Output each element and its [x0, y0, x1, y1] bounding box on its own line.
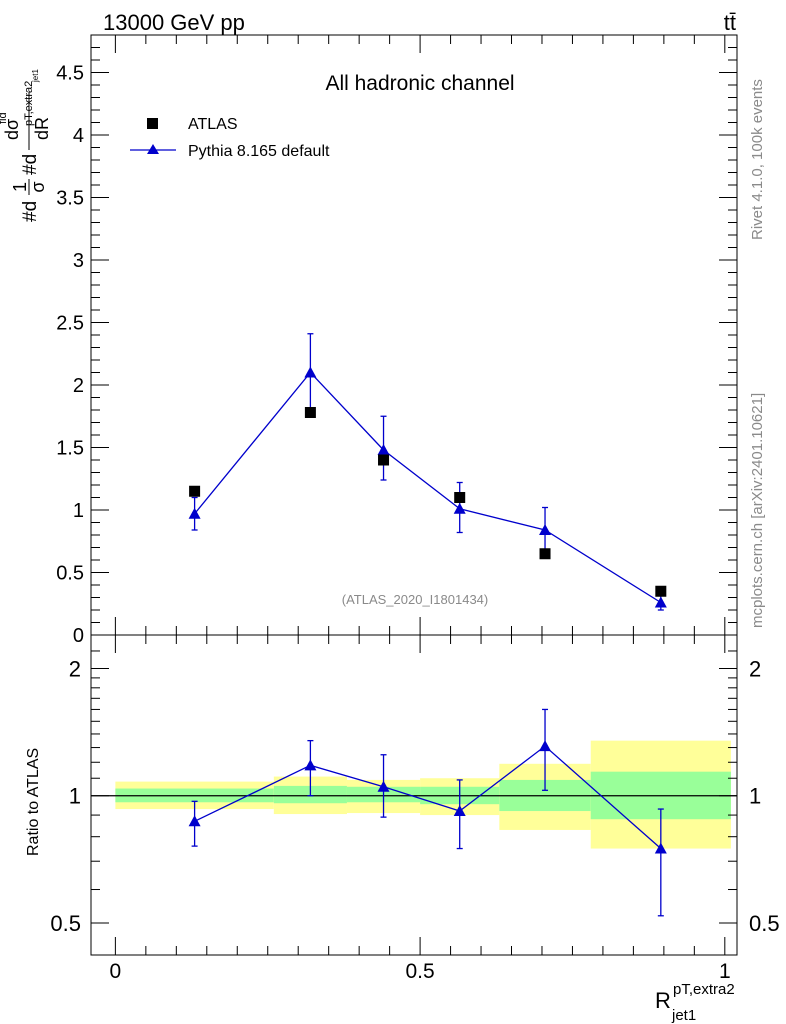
atlas-point — [454, 492, 466, 503]
atlas-point — [304, 407, 316, 418]
atlas-point — [189, 485, 201, 497]
ratio-plot-area — [90, 634, 738, 956]
x-tick-label: 0.5 — [405, 960, 434, 983]
main-y-tick-label: 2 — [73, 375, 84, 397]
ratio-pythia-point — [304, 759, 317, 771]
svg-text:dR: dR — [32, 117, 52, 140]
svg-text:1: 1 — [10, 182, 30, 192]
legend-pythia-marker — [147, 144, 159, 154]
main-y-tick-label: 1.5 — [56, 438, 84, 460]
svg-text:jet1: jet1 — [671, 1007, 696, 1024]
header-energy: 13000 GeV pp — [103, 10, 245, 35]
legend-atlas-label: ATLAS — [188, 116, 238, 133]
svg-text:pT,extra2: pT,extra2 — [673, 981, 735, 998]
ratio-y-tick-label-right: 2 — [749, 656, 761, 681]
ratio-uncertainty-bands — [115, 740, 731, 849]
header-process: tt̄ — [724, 10, 736, 35]
ratio-y-tick-labels: 0.5 0.5 1 1 2 2 — [50, 656, 779, 936]
x-tick-label: 0 — [110, 960, 122, 983]
svg-text:R: R — [655, 988, 671, 1013]
legend: ATLAS Pythia 8.165 default — [130, 116, 330, 160]
pythia-line — [194, 371, 662, 604]
chart-title: All hadronic channel — [325, 72, 514, 95]
main-data-layer — [188, 333, 667, 611]
ratio-data-layer — [188, 708, 667, 917]
main-y-tick-label: 3.5 — [56, 188, 84, 210]
pythia-point — [453, 502, 466, 514]
legend-pythia-label: Pythia 8.165 default — [188, 143, 330, 160]
ratio-pythia-point — [539, 740, 552, 752]
x-axis-label: R pT,extra2 jet1 — [655, 981, 735, 1024]
main-y-tick-label: 0 — [73, 625, 84, 647]
ratio-y-tick-label-left: 1 — [69, 784, 81, 809]
pythia-point — [539, 524, 552, 535]
main-y-tick-label: 0.5 — [56, 563, 84, 585]
analysis-tag: (ATLAS_2020_I1801434) — [342, 592, 488, 607]
ratio-pythia-point — [654, 842, 667, 854]
atlas-point — [378, 454, 390, 466]
pythia-point — [377, 444, 390, 455]
main-y-axis-label: #d 1 σ #d dσ fid pT,extra2 jet1 dR — [0, 69, 52, 222]
main-axis-ticks — [91, 34, 737, 636]
ratio-pythia-line — [194, 745, 662, 850]
svg-text:jet1: jet1 — [31, 69, 40, 83]
svg-text:σ: σ — [28, 181, 48, 192]
ratio-pythia-point — [188, 815, 201, 827]
ratio-pythia-point — [377, 780, 390, 792]
legend-atlas-marker — [147, 118, 158, 129]
pythia-point — [654, 596, 667, 608]
atlas-point — [655, 585, 667, 597]
atlas-point — [539, 548, 551, 560]
main-y-tick-labels: 0 0.5 1 1.5 2 2.5 3 3.5 4 4.5 — [56, 63, 84, 648]
rivet-version-label: Rivet 4.1.0, 100k events — [749, 79, 766, 240]
x-tick-label: 1 — [719, 960, 731, 983]
main-y-tick-label: 4.5 — [56, 63, 84, 85]
pythia-point — [188, 507, 201, 519]
ratio-y-tick-label-left: 0.5 — [50, 911, 81, 936]
pythia-point — [304, 366, 317, 378]
svg-text:dσ: dσ — [2, 119, 22, 140]
ratio-y-tick-label-right: 0.5 — [749, 911, 780, 936]
svg-text:#d: #d — [20, 154, 41, 175]
x-tick-labels: 0 0.5 1 — [110, 960, 731, 983]
svg-text:fid: fid — [0, 112, 9, 124]
mcplots-label: mcplots.cern.ch [arXiv:2401.10621] — [749, 393, 766, 628]
ratio-axis-ticks — [91, 635, 737, 955]
ratio-y-tick-label-right: 1 — [749, 784, 761, 809]
ratio-y-axis-label: Ratio to ATLAS — [25, 748, 42, 856]
main-y-tick-label: 2.5 — [56, 313, 84, 335]
main-y-tick-label: 1 — [73, 500, 84, 522]
svg-text:#d: #d — [20, 201, 41, 222]
main-y-tick-label: 4 — [73, 125, 84, 147]
ratio-pythia-point — [453, 805, 466, 817]
main-y-tick-label: 3 — [73, 250, 84, 272]
ratio-plot-frame — [90, 634, 738, 956]
ratio-y-tick-label-left: 2 — [69, 656, 81, 681]
